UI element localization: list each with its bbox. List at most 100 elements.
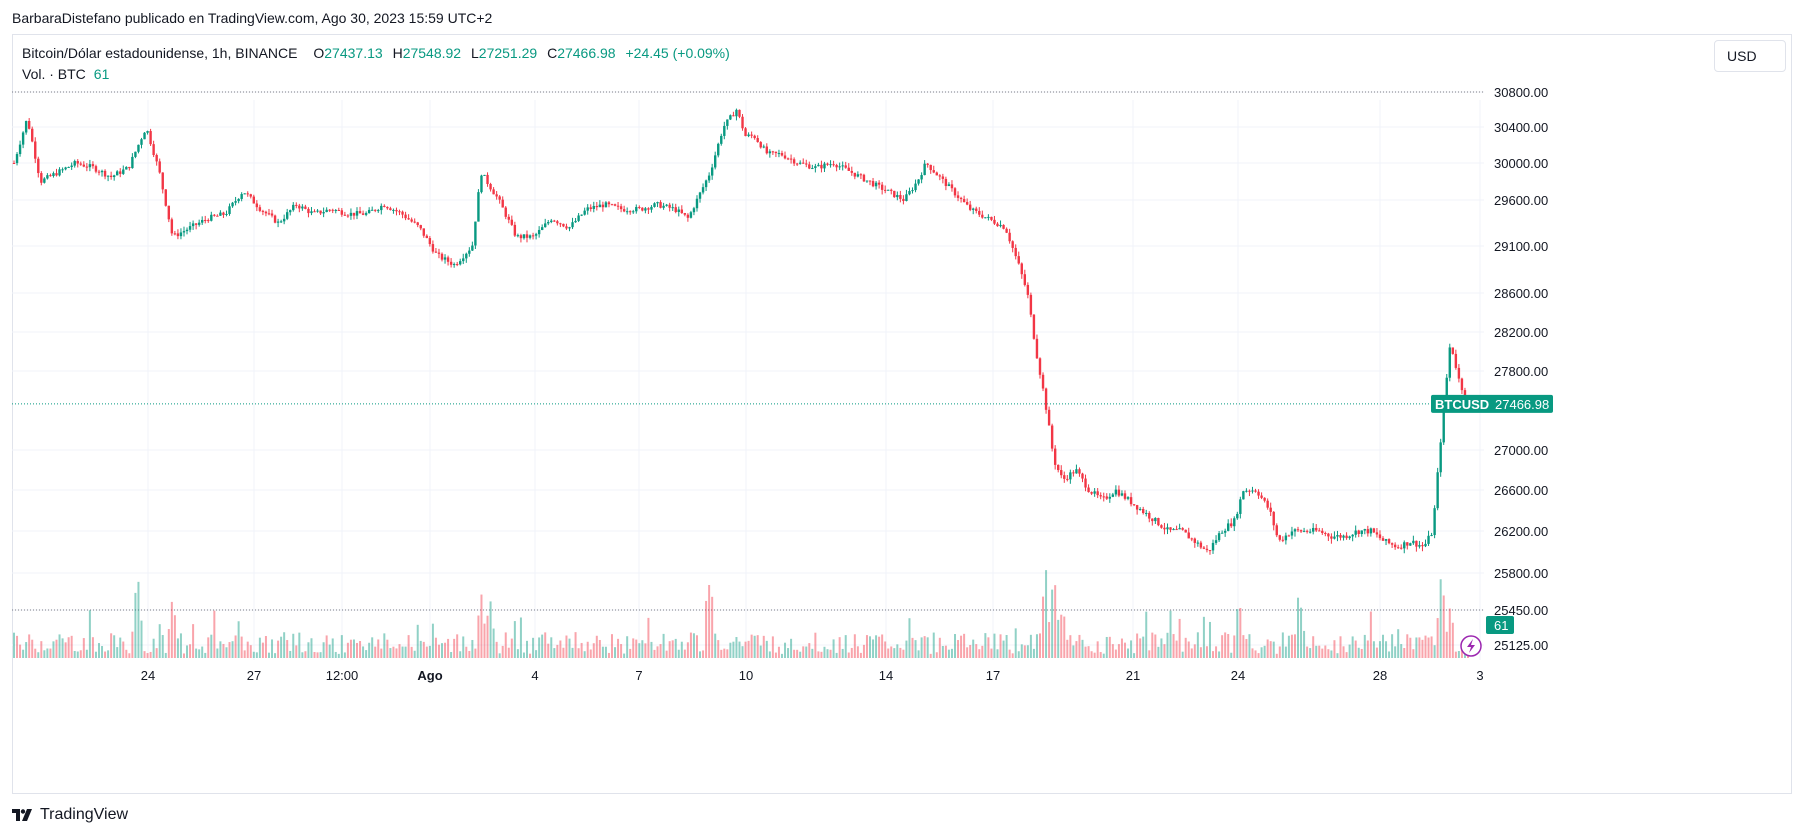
candle-body xyxy=(1105,496,1108,499)
volume-bar xyxy=(359,641,362,658)
last-price-tag-value: 27466.98 xyxy=(1495,397,1549,412)
candle-body xyxy=(1269,507,1272,512)
volume-bar xyxy=(932,632,935,658)
candle-body xyxy=(1318,530,1321,532)
candle-body xyxy=(1123,493,1127,499)
candle-body xyxy=(865,180,869,182)
volume-bar xyxy=(1084,646,1087,658)
candle-body xyxy=(1014,247,1017,257)
volume-tag-value: 61 xyxy=(1494,618,1508,633)
volume-bar xyxy=(25,642,28,658)
volume-bar xyxy=(340,635,343,658)
volume-bar xyxy=(31,639,34,658)
volume-bar xyxy=(104,651,107,658)
volume-bar xyxy=(170,601,173,658)
candle-body xyxy=(468,250,471,254)
volume-bar xyxy=(149,651,152,658)
candle-body xyxy=(501,199,504,208)
volume-bar xyxy=(1063,616,1066,658)
volume-bar xyxy=(219,641,222,658)
volume-bar xyxy=(1145,611,1148,658)
volume-bar xyxy=(307,642,310,658)
candle-body xyxy=(993,219,996,224)
volume-bar xyxy=(101,646,104,658)
candle-body xyxy=(905,194,908,201)
lightning-icon[interactable] xyxy=(1460,635,1482,657)
candle-body xyxy=(756,138,759,143)
candle-body xyxy=(783,155,787,159)
volume-bar xyxy=(298,632,301,658)
volume-bar xyxy=(1190,648,1193,658)
volume-bar xyxy=(444,642,447,658)
volume-bar xyxy=(738,641,741,658)
volume-bar xyxy=(811,648,814,658)
volume-bar xyxy=(234,635,237,658)
candle-body xyxy=(70,165,73,167)
price-axis-label: 25125.00 xyxy=(1494,638,1548,653)
candle-body xyxy=(768,151,772,154)
volume-bar xyxy=(723,648,726,658)
volume-bar xyxy=(1181,651,1184,658)
volume-bar xyxy=(911,637,914,658)
volume-bar xyxy=(920,637,923,658)
volume-bar xyxy=(201,646,204,658)
time-axis-label: 17 xyxy=(986,668,1000,683)
volume-bar xyxy=(1385,641,1388,658)
volume-bar xyxy=(1375,647,1378,658)
candle-body xyxy=(577,215,580,221)
candle-body xyxy=(565,226,568,229)
candle-body xyxy=(21,132,25,145)
candle-body xyxy=(1020,263,1023,275)
candle-body xyxy=(644,208,647,211)
volume-bar xyxy=(1108,636,1111,658)
time-axis-label: 14 xyxy=(879,668,893,683)
candle-body xyxy=(1187,532,1190,539)
volume-bar xyxy=(665,650,668,658)
volume-bar xyxy=(131,631,134,658)
volume-bar xyxy=(793,649,796,658)
candle-body xyxy=(540,227,544,230)
candle-body xyxy=(197,222,201,225)
volume-bar xyxy=(140,620,143,658)
volume-bar xyxy=(823,646,826,658)
candle-body xyxy=(1102,496,1105,498)
volume-bar xyxy=(434,637,437,658)
tradingview-footer[interactable]: TradingView xyxy=(12,806,128,824)
candle-body xyxy=(559,223,562,225)
volume-bar xyxy=(708,584,711,658)
candle-body xyxy=(173,233,177,235)
volume-bar xyxy=(1263,645,1266,658)
candle-body xyxy=(1050,425,1054,449)
volume-bar xyxy=(374,646,377,658)
candle-body xyxy=(1005,228,1008,233)
volume-bar xyxy=(79,650,82,658)
candle-body xyxy=(805,163,808,165)
volume-bar xyxy=(186,645,189,658)
currency-button[interactable]: USD xyxy=(1714,40,1786,72)
volume-bar xyxy=(416,624,419,658)
volume-bar xyxy=(620,644,623,658)
candle-body xyxy=(1226,523,1230,531)
candle-body xyxy=(707,175,711,181)
volume-bar xyxy=(1290,634,1293,658)
candle-body xyxy=(695,198,699,209)
volume-bar xyxy=(258,637,261,658)
symbol-title[interactable]: Bitcoin/Dólar estadounidense, 1h, BINANC… xyxy=(22,45,298,61)
candle-body xyxy=(817,164,820,167)
volume-bar xyxy=(1309,648,1312,658)
volume-label[interactable]: Vol. · BTC xyxy=(22,66,86,82)
volume-bar xyxy=(343,652,346,658)
volume-bar xyxy=(677,649,680,658)
candle-body xyxy=(1066,478,1069,480)
candle-body xyxy=(762,146,765,148)
candle-body xyxy=(204,219,207,221)
volume-bar xyxy=(401,646,404,658)
volume-bar xyxy=(519,617,522,658)
volume-bar xyxy=(1212,651,1215,658)
candle-body xyxy=(358,211,362,214)
volume-bar xyxy=(274,653,277,658)
volume-bar xyxy=(1415,637,1418,658)
price-axis-label: 27800.00 xyxy=(1494,364,1548,379)
volume-bar xyxy=(987,637,990,658)
